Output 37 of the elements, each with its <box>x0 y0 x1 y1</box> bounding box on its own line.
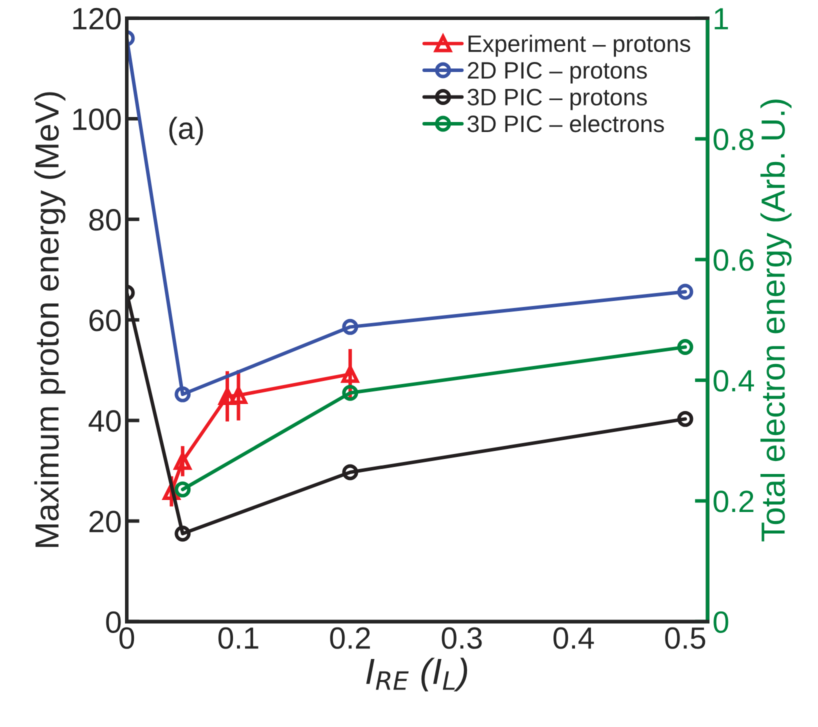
x-tick-label: 0.2 <box>330 627 370 649</box>
legend-label: 3D PIC – electrons <box>468 114 664 132</box>
x-tick-label: 0.5 <box>665 627 706 649</box>
y-tick-label: 0 <box>106 611 121 633</box>
point <box>677 284 694 300</box>
annotation: (a) <box>169 116 203 146</box>
point <box>174 481 191 498</box>
point <box>342 384 358 401</box>
x-tick-label: 0.3 <box>442 627 482 649</box>
y2-tick-label: 0.6 <box>714 249 754 271</box>
point <box>342 318 358 335</box>
y-tick-label: 120 <box>73 8 121 30</box>
legend-label: Experiment – protons <box>468 34 690 57</box>
point <box>174 526 191 542</box>
y2-tick-label: 0.4 <box>714 370 754 392</box>
y-tick-label: 20 <box>89 510 121 532</box>
point <box>174 386 191 402</box>
y-tick-label: 60 <box>89 310 121 332</box>
x-axis-title: I$_{RE}$ (I$_{L}$) <box>366 658 468 692</box>
x-tick-label: 0.1 <box>218 627 258 649</box>
y-tick-label: 40 <box>88 410 121 432</box>
y2-tick-label: 0 <box>714 611 728 633</box>
x-tick-label: 0 <box>119 627 134 649</box>
legend-label: 3D PIC – protons <box>468 88 647 110</box>
point <box>677 339 694 356</box>
legend-label: 2D PIC – protons <box>468 62 647 84</box>
x-tick-label: 0.4 <box>554 627 594 649</box>
y-tick-label: 100 <box>73 108 121 130</box>
y2-tick-label: 1 <box>714 8 728 30</box>
y2-axis-title: Total electron energy (Arb. U.) <box>760 100 792 542</box>
point <box>342 464 358 480</box>
y2-tick-label: 0.8 <box>714 128 754 150</box>
y2-tick-label: 0.2 <box>714 490 754 512</box>
y-tick-label: 80 <box>89 209 121 231</box>
point <box>677 410 694 427</box>
point <box>218 388 236 405</box>
y-axis-title: Maximum proton energy (MeV) <box>34 92 66 547</box>
